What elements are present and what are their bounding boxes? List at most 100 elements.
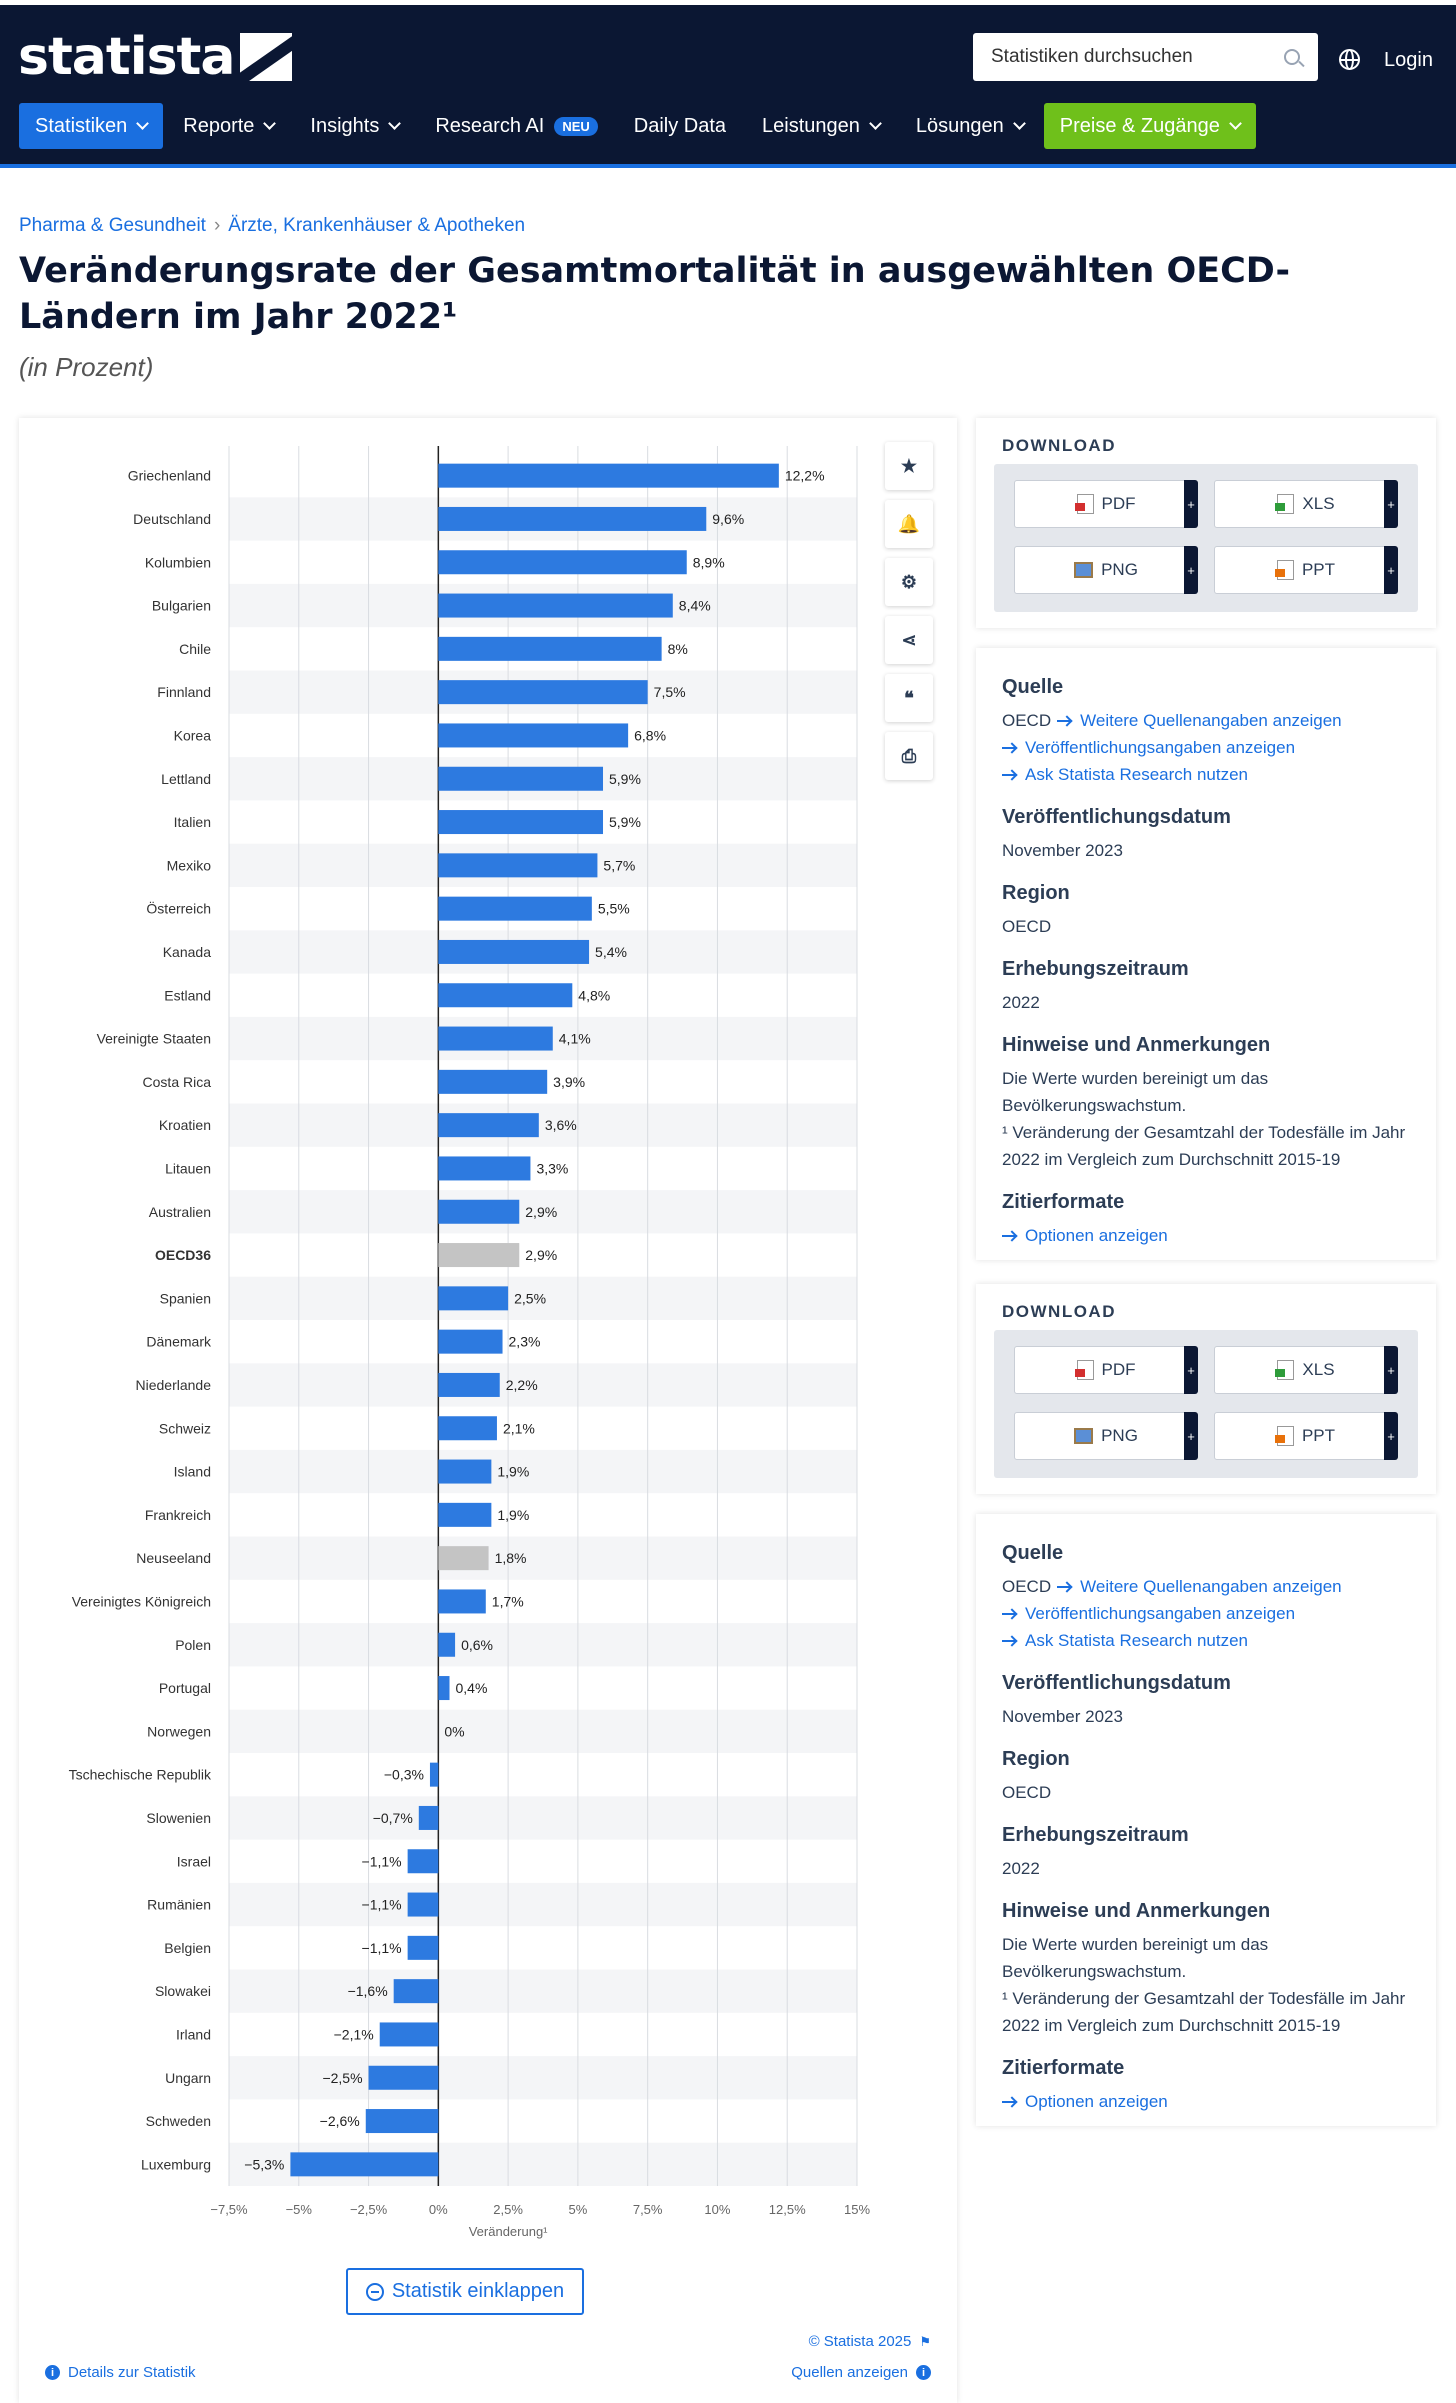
category-label: Slowenien — [146, 1810, 211, 1826]
bar[interactable] — [438, 896, 592, 921]
download-xls-button[interactable]: XLS + — [1214, 1346, 1398, 1394]
category-label: Australien — [149, 1204, 211, 1220]
nav-daily-data[interactable]: Daily Data — [633, 114, 727, 137]
copyright-link[interactable]: © Statista 2025 ⚑ — [808, 2333, 931, 2350]
breadcrumb-item[interactable]: Pharma & Gesundheit — [19, 215, 206, 236]
value-label: 4,8% — [578, 987, 610, 1003]
bar[interactable] — [438, 1026, 553, 1051]
plus-icon[interactable]: + — [1184, 1412, 1198, 1460]
settings-gear-icon[interactable]: ⚙ — [885, 558, 933, 606]
publication-info-link[interactable]: Veröffentlichungsangaben anzeigen — [1025, 1604, 1296, 1623]
bar[interactable] — [438, 1589, 486, 1614]
row-stripe — [229, 1796, 857, 1840]
nav-insights[interactable]: Insights — [294, 103, 415, 149]
bar[interactable] — [438, 1459, 492, 1484]
ask-research-link[interactable]: Ask Statista Research nutzen — [1025, 1631, 1249, 1650]
value-label: −1,1% — [362, 1940, 402, 1956]
more-sources-link[interactable]: Weitere Quellenangaben anzeigen — [1080, 1577, 1342, 1596]
value-label: 5,9% — [609, 771, 641, 787]
bar[interactable] — [290, 2152, 439, 2177]
collapse-statistic-button[interactable]: Statistik einklappen — [346, 2268, 584, 2315]
plus-icon[interactable]: + — [1184, 546, 1198, 594]
bar[interactable] — [438, 1632, 456, 1657]
statista-logo[interactable]: statista — [18, 31, 293, 83]
download-ppt-button[interactable]: PPT + — [1214, 546, 1398, 594]
plus-icon[interactable]: + — [1384, 1346, 1398, 1394]
bar[interactable] — [438, 1113, 539, 1138]
bar[interactable] — [407, 1935, 439, 1960]
bar[interactable] — [438, 1676, 450, 1701]
bar[interactable] — [438, 1416, 497, 1441]
nav-leistungen[interactable]: Leistungen — [746, 103, 896, 149]
bar[interactable] — [438, 1243, 520, 1268]
arrow-right-icon — [1002, 1612, 1016, 1615]
download-pdf-button[interactable]: PDF + — [1014, 480, 1198, 528]
plus-icon[interactable]: + — [1384, 1412, 1398, 1460]
bar[interactable] — [438, 1546, 489, 1571]
bar[interactable] — [438, 680, 648, 705]
bar[interactable] — [438, 1156, 531, 1181]
bar[interactable] — [438, 939, 590, 964]
bar[interactable] — [438, 723, 629, 748]
more-sources-link[interactable]: Weitere Quellenangaben anzeigen — [1080, 711, 1342, 730]
bar[interactable] — [438, 1199, 520, 1224]
bar[interactable] — [438, 1502, 492, 1527]
chevron-down-icon — [869, 116, 882, 130]
plus-icon[interactable]: + — [1384, 480, 1398, 528]
bar[interactable] — [438, 506, 707, 531]
bar[interactable] — [438, 1286, 509, 1311]
favorite-star-icon[interactable]: ★ — [885, 442, 933, 490]
bar[interactable] — [393, 1979, 439, 2004]
value-label: 8,9% — [693, 554, 725, 570]
nav-loesungen[interactable]: Lösungen — [900, 103, 1040, 149]
nav-statistiken[interactable]: Statistiken — [19, 103, 164, 149]
bar[interactable] — [407, 1849, 439, 1874]
bar[interactable] — [418, 1805, 439, 1830]
ask-research-link[interactable]: Ask Statista Research nutzen — [1025, 765, 1249, 784]
nav-preise-zugaenge[interactable]: Preise & Zugänge — [1043, 103, 1256, 149]
details-link[interactable]: i Details zur Statistik — [45, 2364, 196, 2381]
cite-options-link[interactable]: Optionen anzeigen — [1025, 2092, 1168, 2111]
bar[interactable] — [429, 1762, 439, 1787]
bar[interactable] — [438, 550, 687, 575]
bar[interactable] — [438, 983, 573, 1008]
plus-icon[interactable]: + — [1384, 546, 1398, 594]
print-icon[interactable]: ⎙ — [885, 732, 933, 780]
show-sources-link[interactable]: Quellen anzeigen i — [791, 2364, 931, 2381]
plus-icon[interactable]: + — [1184, 480, 1198, 528]
share-icon[interactable]: ⋖ — [885, 616, 933, 664]
value-label: −0,7% — [373, 1810, 413, 1826]
cite-quote-icon[interactable]: ❝ — [885, 674, 933, 722]
nav-reporte[interactable]: Reporte — [167, 103, 290, 149]
info-icon: i — [45, 2365, 60, 2380]
download-png-button[interactable]: PNG + — [1014, 1412, 1198, 1460]
publication-info-link[interactable]: Veröffentlichungsangaben anzeigen — [1025, 738, 1296, 757]
notification-bell-icon[interactable]: 🔔 — [885, 500, 933, 548]
nav-research-ai[interactable]: Research AI NEU — [419, 103, 613, 149]
download-pdf-button[interactable]: PDF + — [1014, 1346, 1198, 1394]
cite-options-link[interactable]: Optionen anzeigen — [1025, 1226, 1168, 1245]
bar[interactable] — [438, 1069, 548, 1094]
bar[interactable] — [438, 810, 604, 835]
login-link[interactable]: Login — [1384, 49, 1433, 71]
language-globe-icon[interactable] — [1339, 49, 1360, 70]
bar[interactable] — [365, 2109, 439, 2134]
download-xls-button[interactable]: XLS + — [1214, 480, 1398, 528]
png-image-icon — [1074, 1428, 1094, 1444]
bar[interactable] — [438, 1329, 503, 1354]
bar[interactable] — [438, 636, 662, 661]
bar[interactable] — [438, 463, 779, 488]
search-icon[interactable] — [1284, 49, 1300, 65]
bar[interactable] — [438, 1372, 500, 1397]
download-ppt-button[interactable]: PPT + — [1214, 1412, 1398, 1460]
bar[interactable] — [368, 2065, 439, 2090]
bar[interactable] — [379, 2022, 439, 2047]
download-png-button[interactable]: PNG + — [1014, 546, 1198, 594]
plus-icon[interactable]: + — [1184, 1346, 1198, 1394]
bar[interactable] — [438, 593, 673, 618]
bar[interactable] — [438, 766, 604, 791]
bar[interactable] — [438, 853, 598, 878]
bar[interactable] — [407, 1892, 439, 1917]
search-input[interactable]: Statistiken durchsuchen — [973, 33, 1318, 81]
breadcrumb-item[interactable]: Ärzte, Krankenhäuser & Apotheken — [228, 215, 526, 236]
